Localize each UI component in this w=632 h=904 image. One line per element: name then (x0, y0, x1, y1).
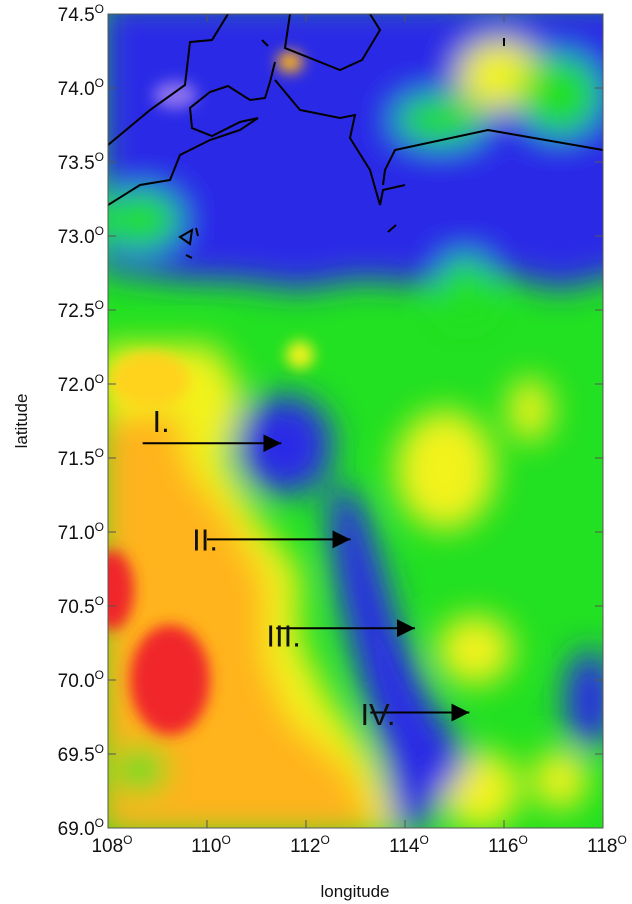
y-tick-label: 74.0O (58, 76, 104, 100)
y-tick-label: 73.5O (58, 150, 104, 174)
annotation-label: II. (192, 522, 218, 557)
yellow-patch-se2 (532, 750, 588, 810)
x-tick-label: 116O (488, 833, 528, 857)
x-tick-label: 112O (290, 833, 330, 857)
plot-frame (107, 13, 604, 829)
y-tick-label: 70.0O (58, 668, 104, 692)
blue-anomaly-east (565, 650, 603, 750)
y-tick-label: 74.5O (58, 2, 104, 26)
red-core (130, 625, 210, 735)
green-patch-sw (114, 748, 166, 792)
red-edge (108, 550, 134, 630)
x-tick-label: 108O (91, 833, 132, 857)
orange-spot-n (277, 51, 303, 73)
blue-anomaly-I (237, 395, 333, 495)
violet-spot-nw (153, 81, 197, 109)
heatmap-field (108, 14, 603, 828)
y-tick-label: 72.0O (58, 372, 104, 396)
yellow-patch-e2 (508, 378, 552, 442)
x-tick-label: 110O (191, 833, 231, 857)
y-tick-label: 70.5O (58, 594, 104, 618)
y-axis-title: latitude (12, 394, 31, 449)
x-tick-label: 114O (389, 833, 429, 857)
annotations: I. II. III. IV. (142, 404, 470, 732)
y-tick-label: 69.0O (58, 816, 104, 840)
y-tick-label: 71.5O (58, 446, 104, 470)
yellow-patch-e (395, 410, 495, 530)
blue-region-north (108, 14, 603, 290)
annotation-label: I. (153, 404, 170, 439)
yellow-patch-e3 (437, 615, 513, 685)
x-tick-label: 118O (587, 833, 627, 857)
y-tick-label: 72.5O (58, 298, 104, 322)
y-tick-label: 69.5O (58, 742, 104, 766)
blue-anomaly-II-IV (330, 480, 470, 828)
annotation-label: III. (266, 619, 300, 654)
x-axis-title: longitude (320, 882, 389, 901)
yellow-patch-w (110, 352, 190, 408)
annotation-label: IV. (360, 697, 395, 732)
yellow-spot-mid (286, 341, 314, 369)
green-patch-mid (437, 255, 493, 325)
y-tick-label: 71.0O (58, 520, 104, 544)
green-patch-ne (520, 55, 600, 135)
coastline-contours (108, 14, 603, 259)
y-tick-label: 73.0O (58, 224, 104, 248)
green-patch-nw (108, 190, 180, 250)
green-patch-n (395, 95, 485, 145)
